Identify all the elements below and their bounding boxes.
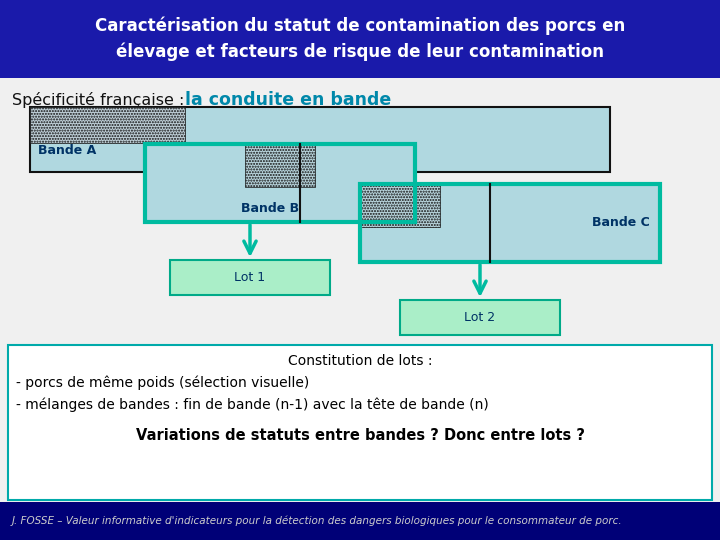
Text: Bande B: Bande B bbox=[241, 201, 299, 214]
Text: la conduite en bande: la conduite en bande bbox=[185, 91, 391, 109]
Text: Constitution de lots :: Constitution de lots : bbox=[288, 354, 432, 368]
Text: Spécificité française :: Spécificité française : bbox=[12, 92, 194, 108]
Bar bbox=[8, 345, 712, 500]
Bar bbox=[145, 144, 415, 222]
Bar bbox=[400, 300, 560, 335]
Bar bbox=[360, 184, 660, 262]
Text: Variations de statuts entre bandes ? Donc entre lots ?: Variations de statuts entre bandes ? Don… bbox=[135, 428, 585, 442]
Text: - porcs de même poids (sélection visuelle): - porcs de même poids (sélection visuell… bbox=[16, 376, 310, 390]
Text: Lot 1: Lot 1 bbox=[235, 271, 266, 284]
Bar bbox=[30, 107, 185, 143]
Text: - mélanges de bandes : fin de bande (n-1) avec la tête de bande (n): - mélanges de bandes : fin de bande (n-1… bbox=[16, 398, 489, 412]
Text: J. FOSSE – Valeur informative d'indicateurs pour la détection des dangers biolog: J. FOSSE – Valeur informative d'indicate… bbox=[12, 516, 623, 526]
Bar bbox=[0, 78, 720, 540]
Text: Bande A: Bande A bbox=[38, 144, 96, 157]
Bar bbox=[0, 0, 720, 78]
Text: Caractérisation du statut de contamination des porcs en
élevage et facteurs de r: Caractérisation du statut de contaminati… bbox=[95, 17, 625, 61]
Bar bbox=[360, 184, 440, 227]
Text: Lot 2: Lot 2 bbox=[464, 311, 495, 324]
Bar bbox=[170, 260, 330, 295]
Bar bbox=[360, 184, 660, 262]
Bar bbox=[245, 144, 315, 187]
Bar bbox=[30, 107, 610, 172]
Bar bbox=[0, 502, 720, 540]
Bar bbox=[145, 144, 415, 222]
Text: Bande C: Bande C bbox=[593, 217, 650, 230]
